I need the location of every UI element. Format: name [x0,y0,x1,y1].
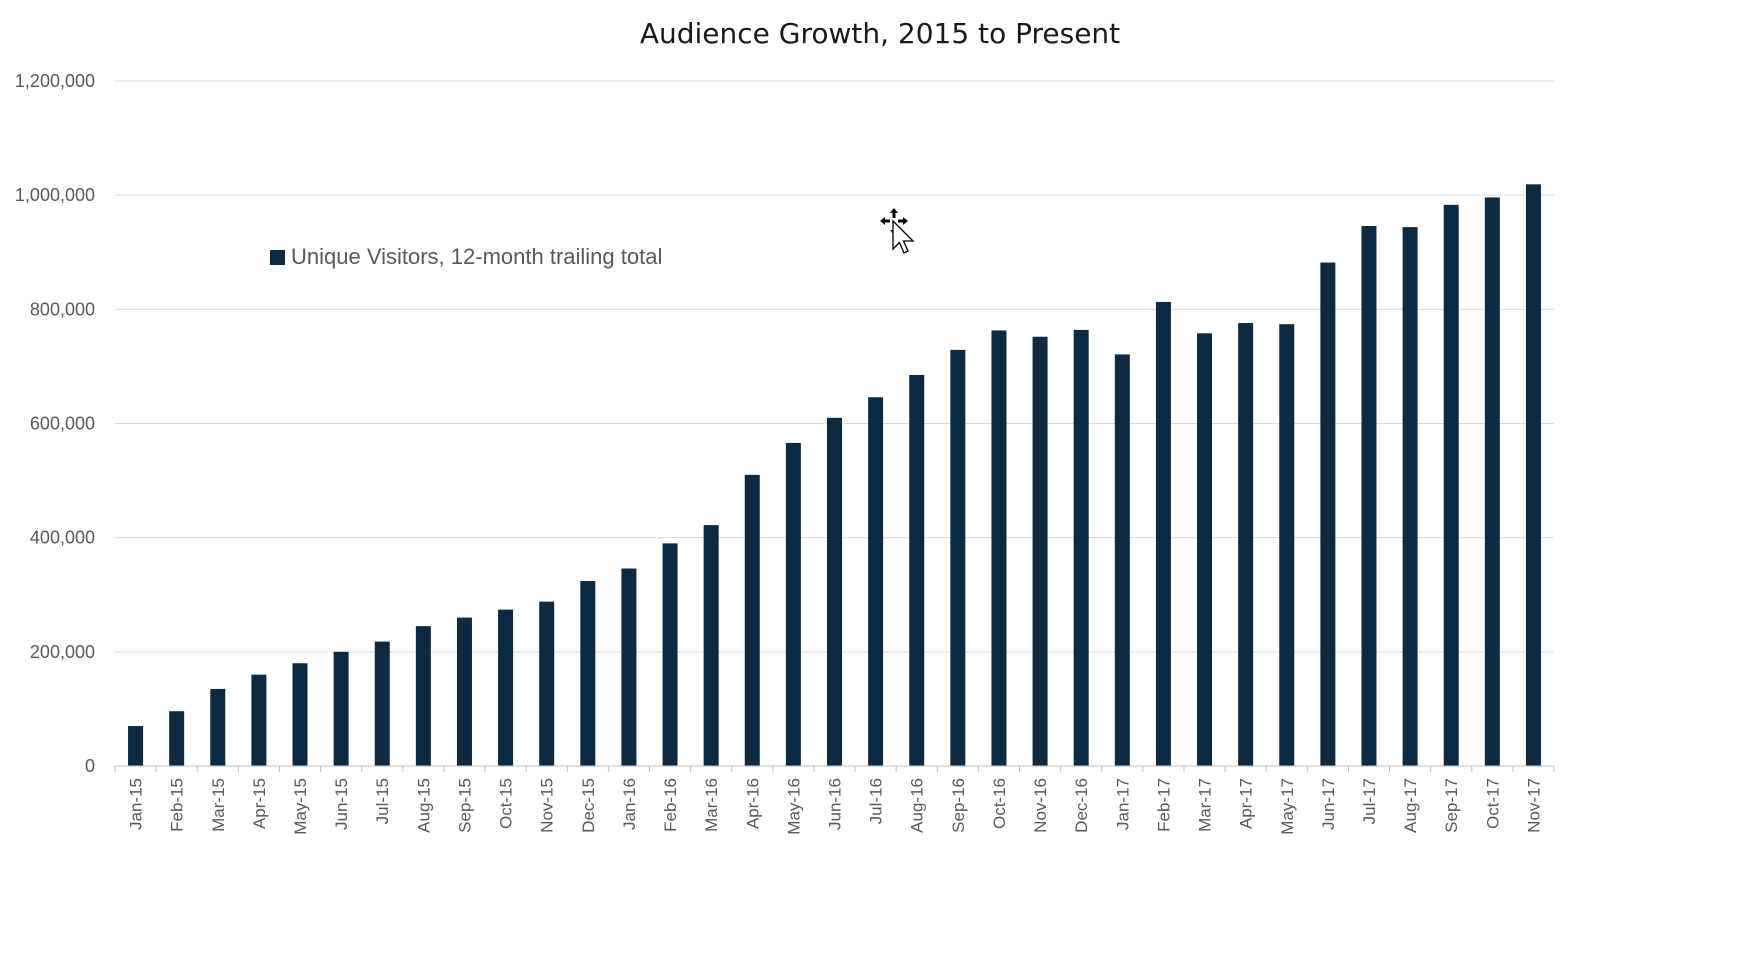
bar[interactable] [950,349,966,766]
bar[interactable] [1525,184,1541,767]
bar[interactable] [415,626,431,766]
x-tick-label: Nov-16 [1031,778,1050,833]
x-tick-label: Aug-17 [1401,778,1420,833]
legend-swatch [270,250,285,265]
bar[interactable] [868,397,884,766]
x-tick-label: Sep-17 [1442,778,1461,833]
x-tick-label: Jan-15 [127,778,146,830]
bars [128,184,1541,767]
bar[interactable] [662,543,678,766]
bar[interactable] [1073,329,1089,766]
bar[interactable] [1238,323,1254,766]
y-tick-label: 1,000,000 [15,185,95,205]
x-tick-label: Sep-16 [949,778,968,833]
bar[interactable] [1279,324,1295,766]
chart-title: Audience Growth, 2015 to Present [640,17,1120,50]
bar[interactable] [785,442,801,766]
x-tick-label: Mar-17 [1196,778,1215,832]
x-tick-label: Jul-17 [1360,778,1379,824]
legend-label: Unique Visitors, 12-month trailing total [291,244,662,269]
bar[interactable] [1402,227,1418,767]
y-tick-label: 0 [85,756,95,776]
y-tick-label: 800,000 [30,299,95,319]
bar[interactable] [1361,225,1377,766]
bar[interactable] [1197,333,1213,766]
bar[interactable] [292,663,308,766]
bar[interactable] [1484,197,1500,766]
bar[interactable] [621,568,637,766]
bar[interactable] [1032,336,1048,766]
x-tick-label: Apr-16 [743,778,762,829]
x-tick-label: Feb-17 [1154,778,1173,832]
x-tick-label: Nov-15 [538,778,557,833]
bar[interactable] [1155,301,1171,766]
x-tick-label: Jul-15 [373,778,392,824]
x-tick-label: Nov-17 [1524,778,1543,833]
x-tick-label: Dec-16 [1072,778,1091,833]
x-tick-label: May-16 [784,778,803,835]
bar[interactable] [251,674,267,766]
bar[interactable] [744,474,760,766]
x-tick-label: May-17 [1278,778,1297,835]
move-cursor-icon [880,208,915,254]
y-tick-label: 1,200,000 [15,71,95,91]
x-tick-label: Jan-17 [1113,778,1132,830]
legend[interactable]: Unique Visitors, 12-month trailing total [270,244,662,269]
x-tick-label: Aug-15 [414,778,433,833]
x-tick-label: Mar-16 [702,778,721,832]
bar[interactable] [827,417,842,766]
bar[interactable] [1320,262,1336,766]
x-tick-label: Jun-17 [1319,778,1338,830]
x-tick-label: Oct-17 [1483,778,1502,829]
x-tick-label: May-15 [291,778,310,835]
x-tick-label: Aug-16 [908,778,927,833]
x-tick-label: Apr-17 [1237,778,1256,829]
x-axis: Jan-15 Feb-15 Mar-15 Apr-15 May-15 Jun-15 Jul-… [114,765,1555,835]
bar[interactable] [169,711,185,766]
y-tick-label: 600,000 [30,414,95,434]
x-tick-label: Apr-15 [250,778,269,829]
bar[interactable] [210,688,226,766]
x-tick-label: Oct-16 [990,778,1009,829]
bar[interactable] [580,581,596,766]
bar[interactable] [333,651,349,766]
x-tick-label: Jul-16 [867,778,886,824]
bar[interactable] [1114,354,1130,766]
bar[interactable] [456,617,472,766]
x-tick-label: Jan-16 [620,778,639,830]
y-tick-label: 400,000 [30,528,95,548]
y-tick-label: 200,000 [30,642,95,662]
x-tick-label: Jun-15 [332,778,351,830]
bar[interactable] [703,525,719,766]
bar[interactable] [909,374,925,766]
bar[interactable] [498,609,514,766]
bar[interactable] [374,641,390,766]
bar[interactable] [1443,204,1459,766]
bar[interactable] [539,601,555,766]
x-tick-label: Dec-15 [579,778,598,833]
y-axis-tick-labels: 0 200,000 400,000 600,000 800,000 1,000,000 1,… [15,71,95,776]
bar[interactable] [991,330,1007,766]
x-tick-label: Sep-15 [455,778,474,833]
x-tick-label: Feb-15 [168,778,187,832]
x-tick-label: Feb-16 [661,778,680,832]
x-tick-label: Jun-16 [826,778,845,830]
x-tick-label: Oct-15 [497,778,516,829]
bar[interactable] [128,726,144,766]
x-tick-label: Mar-15 [209,778,228,832]
